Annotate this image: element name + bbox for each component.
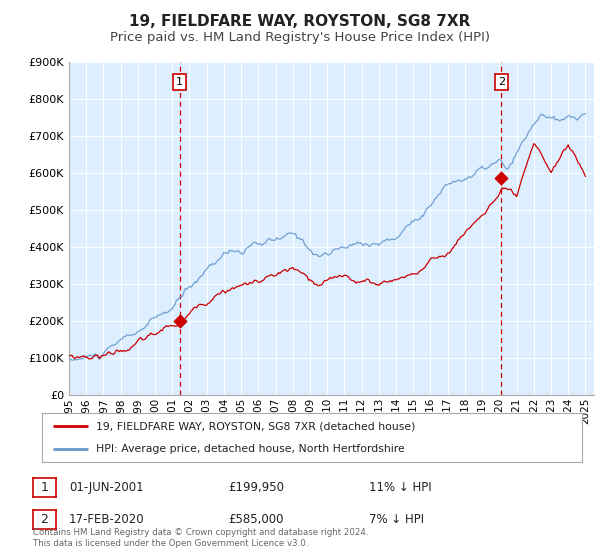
Text: Contains HM Land Registry data © Crown copyright and database right 2024.
This d: Contains HM Land Registry data © Crown c… [33,528,368,548]
Text: £199,950: £199,950 [228,480,284,494]
Point [497,174,506,183]
Text: 01-JUN-2001: 01-JUN-2001 [69,480,143,494]
Text: 7% ↓ HPI: 7% ↓ HPI [369,512,424,526]
Text: 1: 1 [176,77,183,87]
Text: 1: 1 [40,480,49,494]
Text: 19, FIELDFARE WAY, ROYSTON, SG8 7XR (detached house): 19, FIELDFARE WAY, ROYSTON, SG8 7XR (det… [96,421,415,431]
Text: £585,000: £585,000 [228,512,284,526]
Text: Price paid vs. HM Land Registry's House Price Index (HPI): Price paid vs. HM Land Registry's House … [110,31,490,44]
Text: 19, FIELDFARE WAY, ROYSTON, SG8 7XR: 19, FIELDFARE WAY, ROYSTON, SG8 7XR [130,14,470,29]
Text: 2: 2 [498,77,505,87]
Point [175,316,184,325]
Text: 17-FEB-2020: 17-FEB-2020 [69,512,145,526]
Text: HPI: Average price, detached house, North Hertfordshire: HPI: Average price, detached house, Nort… [96,444,405,454]
Text: 11% ↓ HPI: 11% ↓ HPI [369,480,431,494]
Text: 2: 2 [40,512,49,526]
